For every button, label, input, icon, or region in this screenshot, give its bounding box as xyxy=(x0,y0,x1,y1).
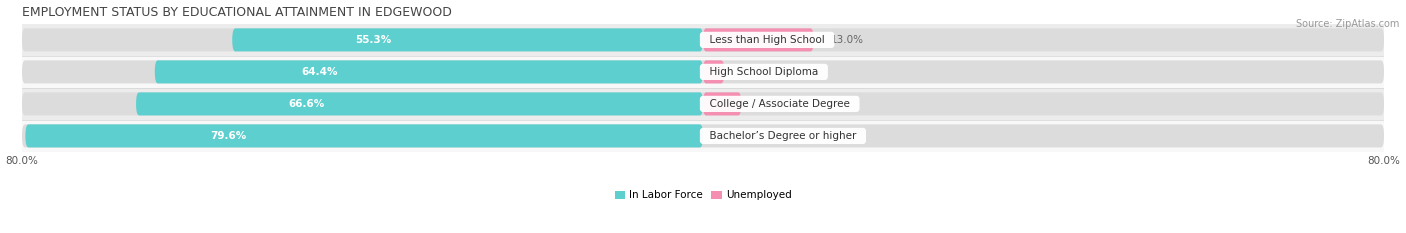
Text: 13.0%: 13.0% xyxy=(831,35,863,45)
FancyBboxPatch shape xyxy=(136,93,703,115)
Bar xyxy=(22,88,1384,120)
Text: Bachelor’s Degree or higher: Bachelor’s Degree or higher xyxy=(703,131,863,141)
FancyBboxPatch shape xyxy=(25,124,703,147)
FancyBboxPatch shape xyxy=(22,28,1384,51)
Text: College / Associate Degree: College / Associate Degree xyxy=(703,99,856,109)
Text: Less than High School: Less than High School xyxy=(703,35,831,45)
FancyBboxPatch shape xyxy=(22,60,1384,83)
FancyBboxPatch shape xyxy=(22,93,1384,115)
Text: 79.6%: 79.6% xyxy=(211,131,247,141)
Bar xyxy=(22,120,1384,152)
Text: 2.5%: 2.5% xyxy=(741,67,768,77)
Bar xyxy=(22,56,1384,88)
Legend: In Labor Force, Unemployed: In Labor Force, Unemployed xyxy=(610,186,796,204)
Text: 4.5%: 4.5% xyxy=(758,99,785,109)
Text: 55.3%: 55.3% xyxy=(356,35,392,45)
Text: 0.0%: 0.0% xyxy=(720,131,747,141)
Text: Source: ZipAtlas.com: Source: ZipAtlas.com xyxy=(1295,19,1399,29)
FancyBboxPatch shape xyxy=(703,60,724,83)
FancyBboxPatch shape xyxy=(703,28,814,51)
FancyBboxPatch shape xyxy=(22,124,1384,147)
Text: 64.4%: 64.4% xyxy=(301,67,337,77)
FancyBboxPatch shape xyxy=(155,60,703,83)
Text: EMPLOYMENT STATUS BY EDUCATIONAL ATTAINMENT IN EDGEWOOD: EMPLOYMENT STATUS BY EDUCATIONAL ATTAINM… xyxy=(22,6,451,19)
FancyBboxPatch shape xyxy=(703,93,741,115)
Bar xyxy=(22,24,1384,56)
Text: High School Diploma: High School Diploma xyxy=(703,67,825,77)
FancyBboxPatch shape xyxy=(232,28,703,51)
Text: 66.6%: 66.6% xyxy=(288,99,325,109)
